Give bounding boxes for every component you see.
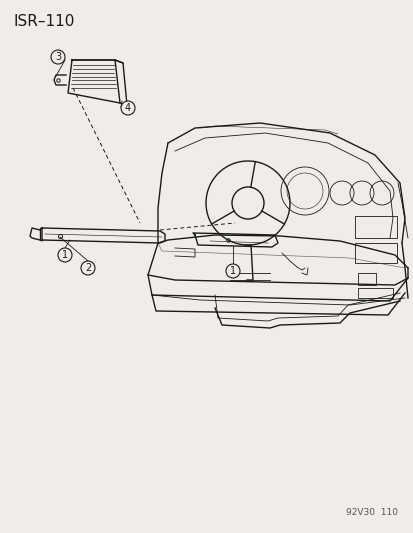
Circle shape [121, 101, 135, 115]
Circle shape [81, 261, 95, 275]
Bar [357, 288, 392, 298]
Text: 4: 4 [125, 103, 131, 113]
Text: 92V30  110: 92V30 110 [345, 508, 397, 517]
Circle shape [51, 50, 65, 64]
Circle shape [58, 248, 72, 262]
Text: 3: 3 [55, 52, 61, 62]
Text: 2: 2 [85, 263, 91, 273]
Bar [354, 216, 396, 238]
Bar [354, 243, 396, 263]
Bar [357, 273, 375, 285]
Circle shape [225, 264, 240, 278]
Text: 1: 1 [62, 250, 68, 260]
Text: 1: 1 [229, 266, 235, 276]
Text: ISR–110: ISR–110 [14, 14, 75, 29]
